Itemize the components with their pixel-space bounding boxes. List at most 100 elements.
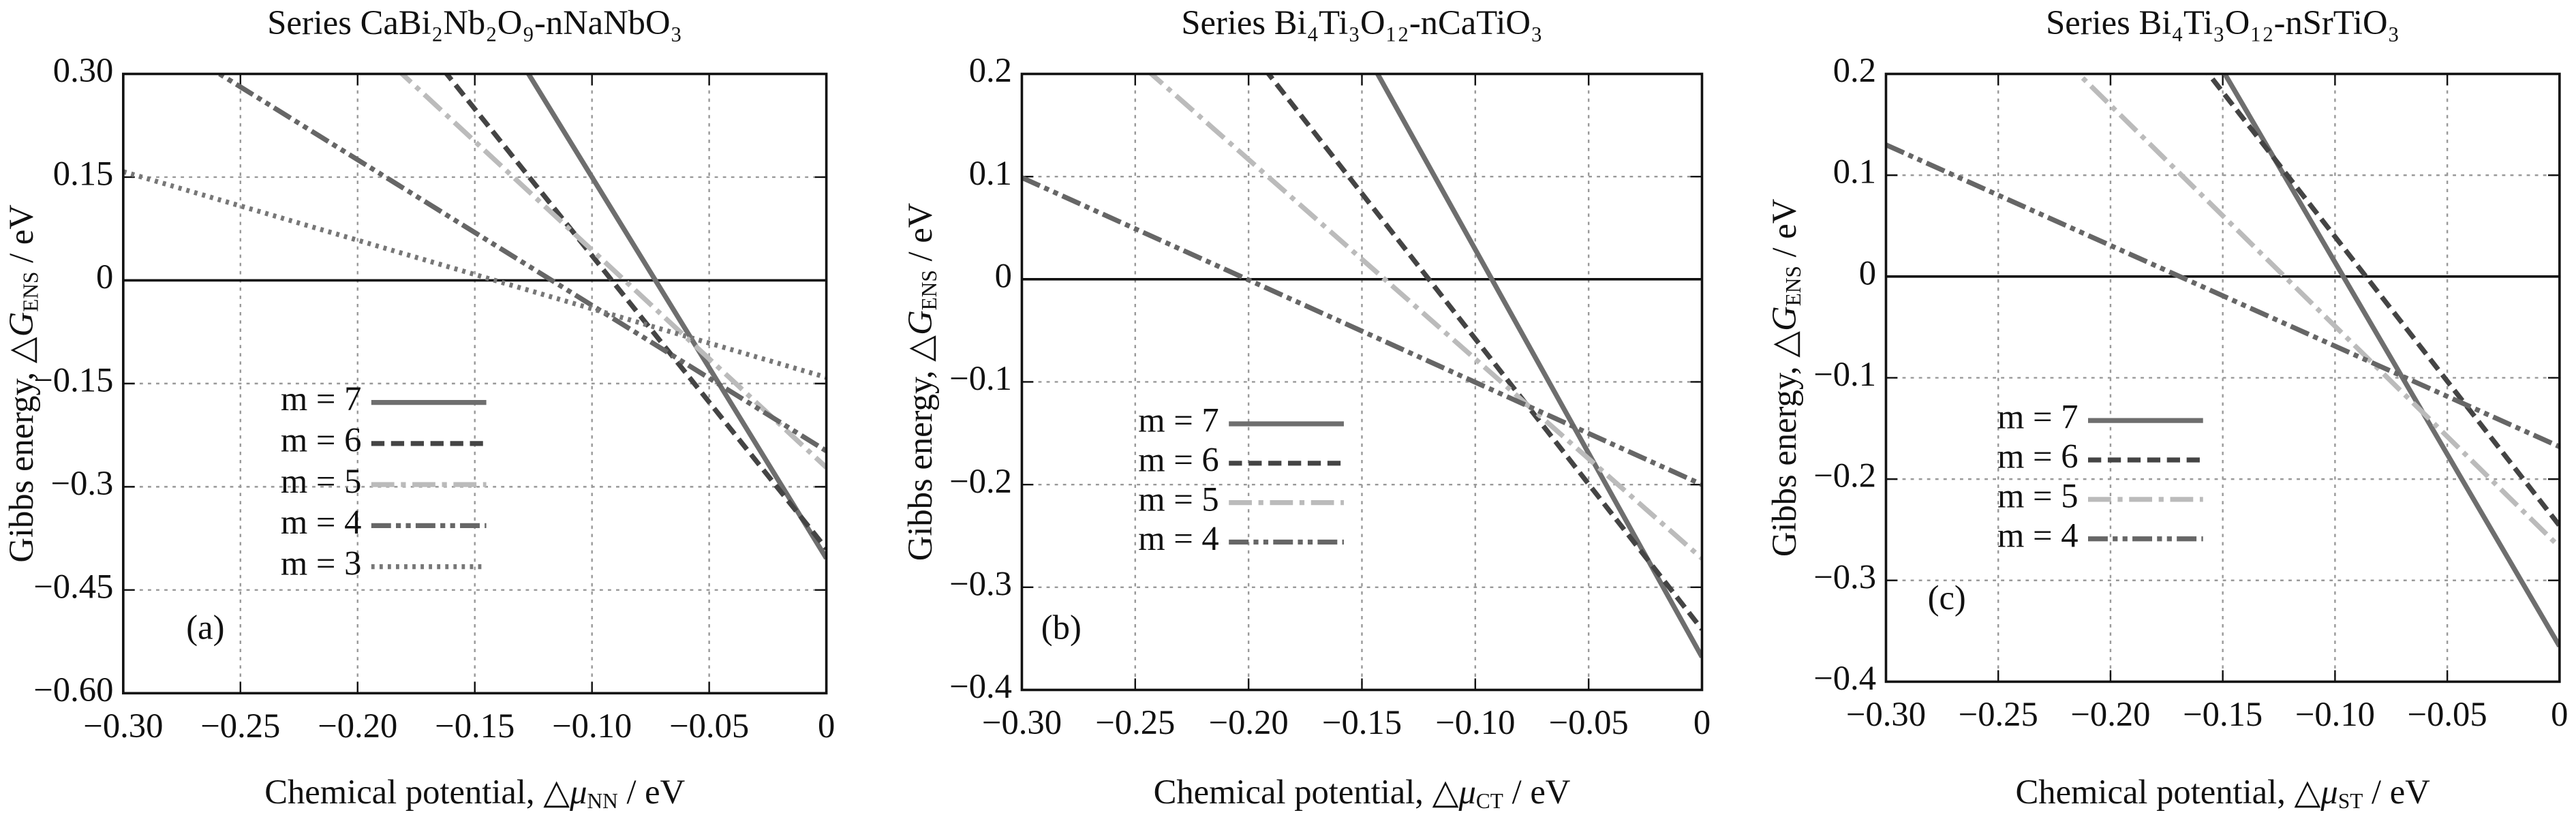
series-line [215,74,827,453]
series-line [2205,74,2560,527]
series-line [2074,74,2560,549]
legend-label: m = 6 [1138,440,1219,478]
legend-label: m = 6 [281,420,362,459]
legend-label: m = 7 [281,380,362,418]
axis-label-sub: ST [2338,789,2363,813]
x-tick-label: 0 [818,707,835,745]
chart-title: Series Bi₄Ti₃O₁₂-nSrTiO₃ [2046,3,2399,42]
y-tick-label: −0.60 [33,671,113,709]
axis-label: Gibbs energy, △GENS / eV [900,203,941,561]
axis-label: Gibbs energy, △GENS / eV [2,204,43,562]
axis-label-unit: / eV [618,772,685,810]
panel: Series Bi₄Ti₃O₁₂-nCaTiO₃ 0.2 0.1 0 −0.1 −0.2 −… [900,3,1711,813]
x-tick-label: −0.20 [2070,695,2150,733]
axis-label-var: G [2,312,40,337]
x-tick-label: −0.15 [2183,695,2263,733]
axis-label-sub: NN [587,789,618,813]
axis-label: Gibbs energy, △GENS / eV [1764,199,1805,557]
y-tick-label: −0.1 [1813,355,1876,393]
series-line [525,74,827,560]
legend-label: m = 4 [281,503,362,541]
series-line [1886,142,2560,449]
y-tick-label: 0.15 [53,155,114,193]
x-tick-label: −0.10 [552,707,632,745]
axis-label-var: μ [2320,772,2337,810]
plot-frame [1884,72,2561,683]
panel-label: (a) [186,608,224,646]
axis-label-text: Gibbs energy, △ [2,336,40,562]
x-tick-label: −0.10 [1435,703,1515,741]
y-tick-label: −0.4 [949,667,1012,705]
axis-label-var: μ [1458,772,1476,810]
x-tick-label: 0 [2551,695,2568,733]
series-line [2222,74,2560,648]
y-tick-label: −0.3 [949,564,1012,602]
x-tick-label: −0.25 [1959,695,2038,733]
axis-label: Chemical potential, △μNN / eV [264,772,685,813]
y-tick-label: −0.1 [949,359,1012,397]
legend-label: m = 4 [1138,519,1219,557]
legend-label: m = 4 [1997,516,2079,554]
y-tick-label: −0.4 [1813,659,1876,697]
y-tick-label: 0.30 [53,51,114,89]
y-tick-label: 0 [96,258,113,296]
x-tick-label: −0.10 [2295,695,2375,733]
x-tick-label: −0.30 [1846,695,1926,733]
series-lines [123,74,827,560]
legend-label: m = 7 [1997,398,2079,436]
axis-label-unit: / eV [900,203,938,270]
axis-label-unit: / eV [2,204,40,271]
series-line [1148,74,1702,561]
axis-label-unit: / eV [1764,199,1803,266]
series-lines [1886,74,2560,648]
y-tick-label: −0.2 [949,462,1012,500]
y-tick-label: 0.2 [1833,51,1876,89]
y-tick-label: −0.45 [33,567,113,605]
legend-label: m = 5 [281,462,362,500]
axis-label: Chemical potential, △μST / eV [2016,772,2430,813]
series-line [1265,74,1702,631]
series-line [1375,74,1702,659]
series-line [443,74,827,551]
x-tick-label: 0 [1693,703,1711,741]
axis-label: Chemical potential, △μCT / eV [1154,772,1571,813]
x-tick-label: −0.20 [1209,703,1289,741]
axis-label-var: μ [569,772,587,810]
y-tick-label: −0.15 [33,360,113,399]
panel-label: (b) [1041,608,1082,646]
axis-label-text: Gibbs energy, △ [900,335,938,561]
axis-label-sub: ENS [18,272,42,312]
axis-label-var: G [900,310,938,335]
legend-label: m = 5 [1138,480,1219,518]
y-tick-label: −0.3 [51,464,114,502]
axis-label-sub: CT [1476,789,1503,813]
y-tick-label: 0.2 [969,51,1012,89]
x-tick-label: −0.25 [1095,703,1175,741]
y-tick-label: 0 [995,256,1012,294]
y-tick-label: 0 [1859,253,1876,292]
series-line [123,169,827,380]
x-tick-label: −0.30 [83,707,163,745]
axis-label-text: Chemical potential, △ [1154,772,1460,810]
x-tick-label: −0.30 [982,703,1062,741]
axis-label-text: Chemical potential, △ [264,772,570,810]
x-tick-label: −0.15 [435,707,515,745]
series-line [1022,175,1702,487]
y-tick-label: 0.1 [969,154,1012,192]
panel: Series CaBi₂Nb₂O₉-nNaNbO₃0.300.150−0.15−… [2,3,835,813]
axis-label-unit: / eV [1503,772,1570,810]
series-line [398,74,827,469]
x-tick-label: −0.05 [2408,695,2487,733]
y-tick-label: −0.2 [1813,457,1876,495]
plot-frame [1020,72,1704,692]
legend-label: m = 5 [1997,476,2079,514]
axis-label-text: Chemical potential, △ [2016,772,2322,810]
x-tick-label: −0.05 [1549,703,1629,741]
x-tick-label: −0.20 [318,707,397,745]
y-label-group: Gibbs energy, △GENS / eV [1764,199,1805,557]
series-lines [1022,74,1702,659]
y-label-group: Gibbs energy, △GENS / eV [900,203,941,561]
y-tick-label: 0.1 [1833,153,1876,191]
